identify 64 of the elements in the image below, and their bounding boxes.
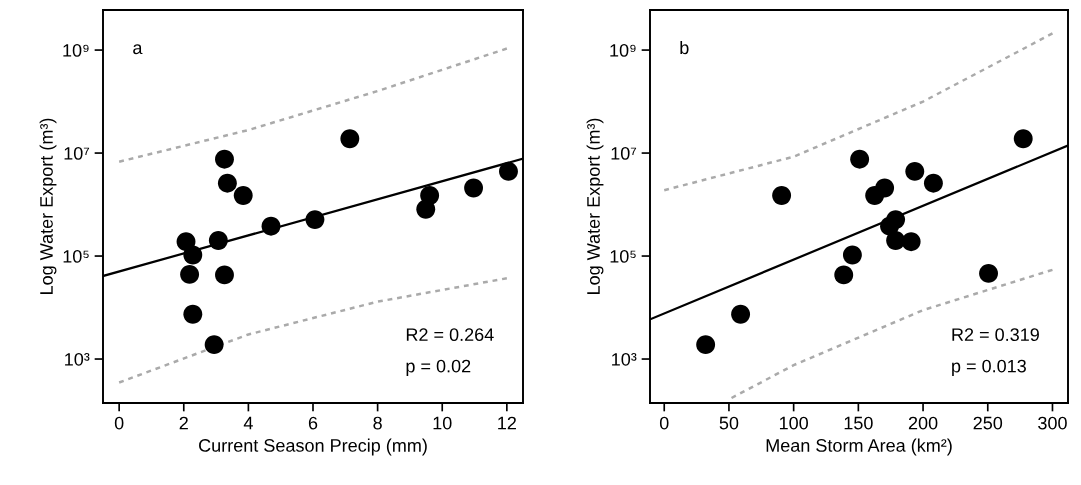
point [180,264,200,284]
point [731,304,751,324]
x-tick-label: 50 [719,416,739,430]
y-axis-title: Log Water Export (m³) [39,118,57,294]
y-tick-label: 10³ [65,352,90,366]
annotation: a [133,44,143,55]
x-tick-label: 0 [114,416,124,430]
point [215,149,234,169]
line-series [117,277,509,384]
x-axis-title: Mean Storm Area (km²) [766,438,952,456]
point [834,265,854,285]
point [305,210,325,230]
y-tick-label: 10⁷ [64,146,90,160]
y-tick-label: 10⁹ [63,44,89,57]
point [499,161,518,181]
point [204,335,224,355]
x-tick-label: 0 [659,416,669,430]
x-tick-label: 8 [373,416,382,430]
x-tick-label: 250 [973,416,1003,430]
x-tick-label: 2 [179,416,188,430]
point [420,186,440,205]
x-tick-label: 12 [498,416,516,430]
point [875,178,895,198]
point [183,245,203,265]
y-axis-title: Log Water Export (m³) [586,118,604,294]
x-axis-title: Current Season Precip (mm) [199,438,427,456]
y-tick-label: 10⁹ [610,44,636,57]
y-tick-label: 10⁵ [610,249,636,263]
x-tick-label: 200 [908,416,938,430]
point [979,263,998,283]
annotation: b [680,40,689,55]
annotation: p = 0.013 [952,359,1026,377]
point [208,231,228,250]
line-series [730,268,1054,400]
point [261,216,281,236]
point [1013,129,1033,149]
point [772,186,792,205]
point [217,173,237,193]
y-tick-label: 10⁷ [611,146,637,160]
point [233,186,253,205]
point [464,178,484,198]
x-tick-label: 300 [1038,416,1067,430]
point [901,232,921,252]
point [886,231,906,250]
point [696,335,716,355]
x-tick-label: 6 [308,416,318,430]
x-tick-label: 100 [779,416,808,430]
line-series [662,32,1054,192]
point [850,149,870,169]
point [183,304,203,324]
annotation: p = 0.02 [406,359,471,377]
point [340,129,360,149]
point [886,210,906,230]
point [923,173,943,193]
x-tick-label: 10 [433,416,452,430]
x-tick-label: 150 [844,416,873,430]
x-tick-label: 4 [243,416,253,430]
point [842,245,862,265]
y-tick-label: 10⁵ [63,249,89,263]
annotation: R2 = 0.319 [952,328,1039,342]
y-tick-label: 10³ [612,352,637,366]
annotation: R2 = 0.264 [406,328,494,342]
point [905,161,925,181]
point [215,265,234,285]
